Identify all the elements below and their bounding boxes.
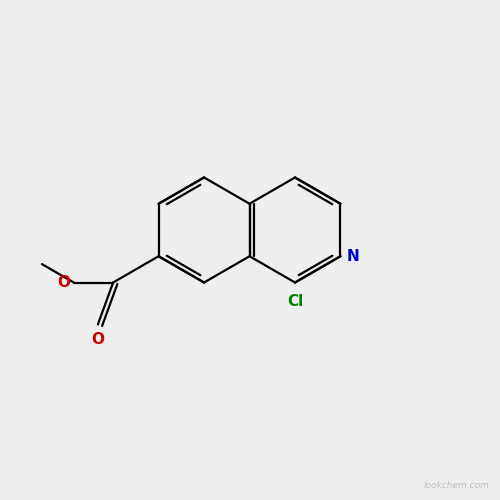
Text: Cl: Cl bbox=[287, 294, 303, 308]
Text: O: O bbox=[57, 275, 70, 290]
Text: O: O bbox=[92, 332, 104, 347]
Text: N: N bbox=[347, 248, 360, 264]
Text: lookchem.com: lookchem.com bbox=[424, 481, 490, 490]
